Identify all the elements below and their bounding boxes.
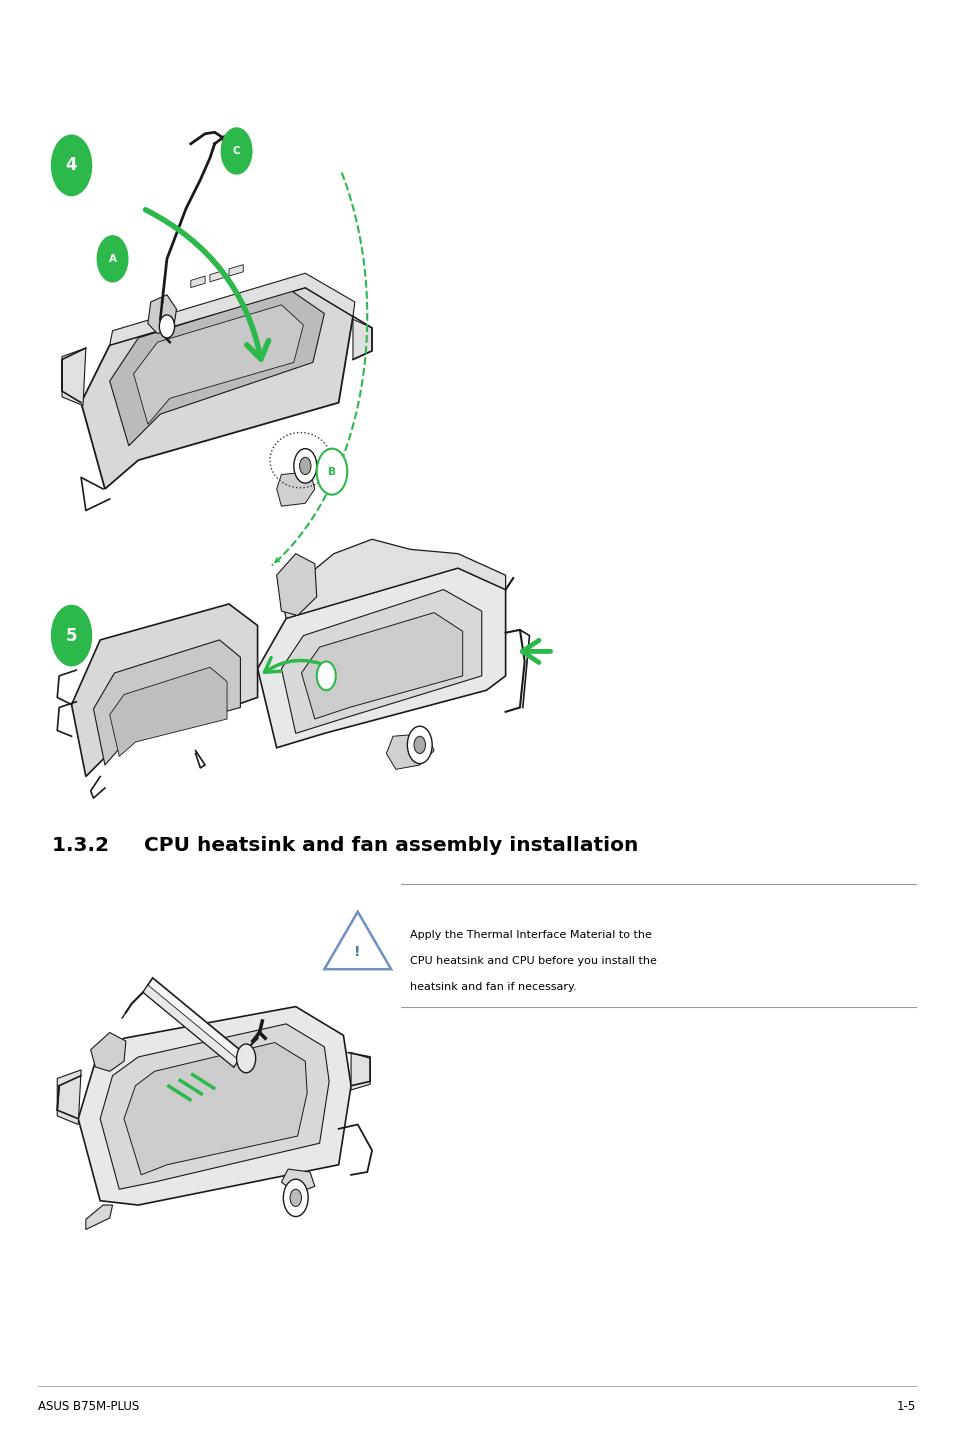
Text: A: A (109, 255, 116, 263)
Circle shape (407, 726, 432, 764)
Polygon shape (257, 568, 505, 748)
Polygon shape (57, 1070, 81, 1125)
Circle shape (414, 736, 425, 754)
Polygon shape (91, 1032, 126, 1071)
Circle shape (159, 315, 174, 338)
Polygon shape (133, 305, 303, 424)
Circle shape (51, 605, 91, 666)
Text: 4: 4 (66, 157, 77, 174)
Polygon shape (191, 276, 205, 288)
Polygon shape (281, 539, 505, 618)
Polygon shape (148, 295, 176, 334)
Polygon shape (110, 667, 227, 756)
Polygon shape (351, 1053, 370, 1090)
Polygon shape (71, 604, 257, 777)
Text: CPU heatsink and CPU before you install the: CPU heatsink and CPU before you install … (410, 956, 657, 966)
Polygon shape (143, 978, 243, 1067)
Polygon shape (78, 1007, 351, 1205)
Polygon shape (110, 290, 324, 446)
Polygon shape (353, 319, 372, 360)
Text: B: B (328, 467, 335, 476)
Circle shape (316, 449, 347, 495)
Text: heatsink and fan if necessary.: heatsink and fan if necessary. (410, 982, 577, 992)
FancyArrowPatch shape (522, 640, 550, 663)
Polygon shape (143, 985, 238, 1067)
Circle shape (236, 1044, 255, 1073)
Text: 5: 5 (66, 627, 77, 644)
Text: 1.3.2     CPU heatsink and fan assembly installation: 1.3.2 CPU heatsink and fan assembly inst… (52, 835, 639, 856)
Text: C: C (233, 147, 240, 155)
Polygon shape (281, 590, 481, 733)
Circle shape (221, 128, 252, 174)
Circle shape (316, 661, 335, 690)
Circle shape (283, 1179, 308, 1217)
Polygon shape (276, 472, 314, 506)
Polygon shape (100, 1024, 329, 1189)
Circle shape (97, 236, 128, 282)
Polygon shape (124, 1043, 307, 1175)
Circle shape (294, 449, 316, 483)
Polygon shape (229, 265, 243, 276)
Polygon shape (281, 1169, 314, 1194)
Polygon shape (386, 733, 434, 769)
Polygon shape (210, 270, 224, 282)
Polygon shape (276, 554, 316, 615)
Text: !: ! (355, 945, 360, 959)
Circle shape (290, 1189, 301, 1206)
Circle shape (299, 457, 311, 475)
Polygon shape (301, 613, 462, 719)
FancyArrowPatch shape (146, 210, 269, 360)
FancyArrowPatch shape (274, 558, 280, 562)
Polygon shape (93, 640, 240, 765)
Polygon shape (86, 1205, 112, 1229)
Text: ASUS B75M-PLUS: ASUS B75M-PLUS (38, 1399, 139, 1414)
Polygon shape (324, 912, 391, 969)
Text: 1-5: 1-5 (896, 1399, 915, 1414)
Text: Apply the Thermal Interface Material to the: Apply the Thermal Interface Material to … (410, 930, 652, 940)
Polygon shape (62, 348, 86, 406)
Polygon shape (110, 273, 355, 345)
FancyArrowPatch shape (264, 657, 331, 673)
Polygon shape (81, 288, 353, 489)
Circle shape (51, 135, 91, 196)
